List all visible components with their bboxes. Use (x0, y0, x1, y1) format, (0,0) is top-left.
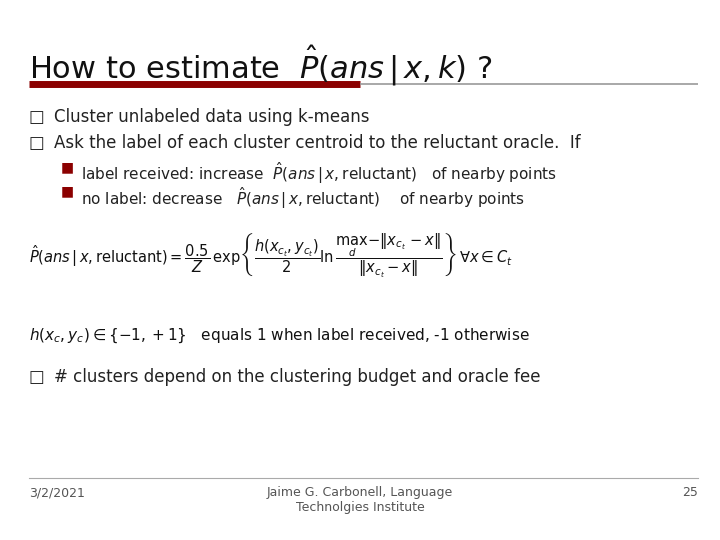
Text: $h(x_{c},y_{c}) \in \{-1,+1\}$   equals 1 when label received, -1 otherwise: $h(x_{c},y_{c}) \in \{-1,+1\}$ equals 1 … (29, 327, 530, 345)
Text: ■: ■ (61, 160, 74, 174)
Text: How to estimate  $\hat{P}(ans\,|\,x,k)$ ?: How to estimate $\hat{P}(ans\,|\,x,k)$ ? (29, 43, 492, 87)
Text: ■: ■ (61, 185, 74, 199)
Text: Jaime G. Carbonell, Language
Technolgies Institute: Jaime G. Carbonell, Language Technolgies… (267, 486, 453, 514)
Text: # clusters depend on the clustering budget and oracle fee: # clusters depend on the clustering budg… (54, 368, 541, 386)
Text: Ask the label of each cluster centroid to the reluctant oracle.  If: Ask the label of each cluster centroid t… (54, 134, 580, 152)
Text: □: □ (29, 368, 45, 386)
Text: 25: 25 (683, 486, 698, 499)
Text: Cluster unlabeled data using k-means: Cluster unlabeled data using k-means (54, 108, 369, 126)
Text: label received: increase  $\hat{P}(ans\,|\,x,\mathrm{reluctant})$   of nearby po: label received: increase $\hat{P}(ans\,|… (81, 160, 557, 186)
Text: □: □ (29, 134, 45, 152)
Text: $\hat{P}(ans\,|\,x,\mathrm{reluctant}) = \dfrac{0.5}{Z}\,\mathrm{exp}\left\{\dfr: $\hat{P}(ans\,|\,x,\mathrm{reluctant}) =… (29, 232, 513, 280)
Text: □: □ (29, 108, 45, 126)
Text: no label: decrease   $\hat{P}(ans\,|\,x,\mathrm{reluctant})$    of nearby points: no label: decrease $\hat{P}(ans\,|\,x,\m… (81, 185, 525, 211)
Text: 3/2/2021: 3/2/2021 (29, 486, 85, 499)
